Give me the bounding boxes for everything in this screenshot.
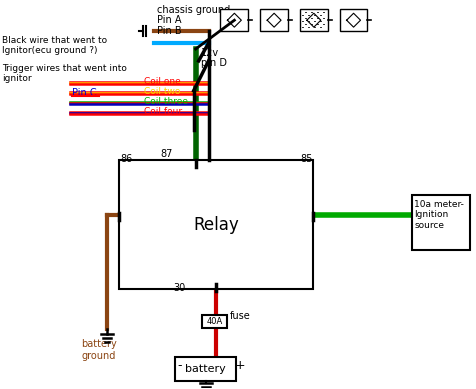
Bar bbox=[175, 357, 237, 381]
Text: 40A: 40A bbox=[207, 317, 223, 326]
Text: 86: 86 bbox=[120, 154, 132, 164]
Bar bbox=[300, 9, 328, 31]
Text: Coil two: Coil two bbox=[144, 87, 180, 96]
Text: 30: 30 bbox=[174, 283, 186, 293]
Text: 85: 85 bbox=[300, 154, 312, 164]
Text: 10a meter-
Ignition
source: 10a meter- Ignition source bbox=[414, 200, 464, 230]
Text: Pin C: Pin C bbox=[71, 88, 96, 98]
Text: Black wire that went to: Black wire that went to bbox=[2, 36, 107, 45]
Text: Trigger wires that went into: Trigger wires that went into bbox=[2, 64, 127, 73]
Text: battery
ground: battery ground bbox=[81, 339, 117, 361]
Bar bbox=[202, 315, 228, 328]
Text: pin D: pin D bbox=[200, 58, 227, 68]
Bar bbox=[340, 9, 367, 31]
Text: fuse: fuse bbox=[229, 311, 250, 321]
Bar bbox=[119, 160, 313, 289]
Text: Coil one: Coil one bbox=[144, 77, 181, 86]
Text: Pin A: Pin A bbox=[157, 15, 181, 25]
Text: Relay: Relay bbox=[193, 216, 239, 234]
Text: Coil three: Coil three bbox=[144, 97, 188, 106]
Text: battery: battery bbox=[185, 364, 226, 374]
Text: -: - bbox=[178, 359, 182, 372]
Text: Ignitor(ecu ground ?): Ignitor(ecu ground ?) bbox=[2, 46, 98, 55]
Text: ignitor: ignitor bbox=[2, 74, 31, 83]
Text: Pin B: Pin B bbox=[157, 26, 181, 36]
Text: 87: 87 bbox=[160, 149, 172, 159]
Bar bbox=[220, 9, 248, 31]
Text: +: + bbox=[234, 359, 245, 372]
Bar bbox=[260, 9, 288, 31]
Bar bbox=[412, 195, 470, 250]
Text: Coil four: Coil four bbox=[144, 107, 182, 116]
Text: chassis ground: chassis ground bbox=[157, 5, 230, 15]
Text: 12v: 12v bbox=[200, 48, 219, 58]
